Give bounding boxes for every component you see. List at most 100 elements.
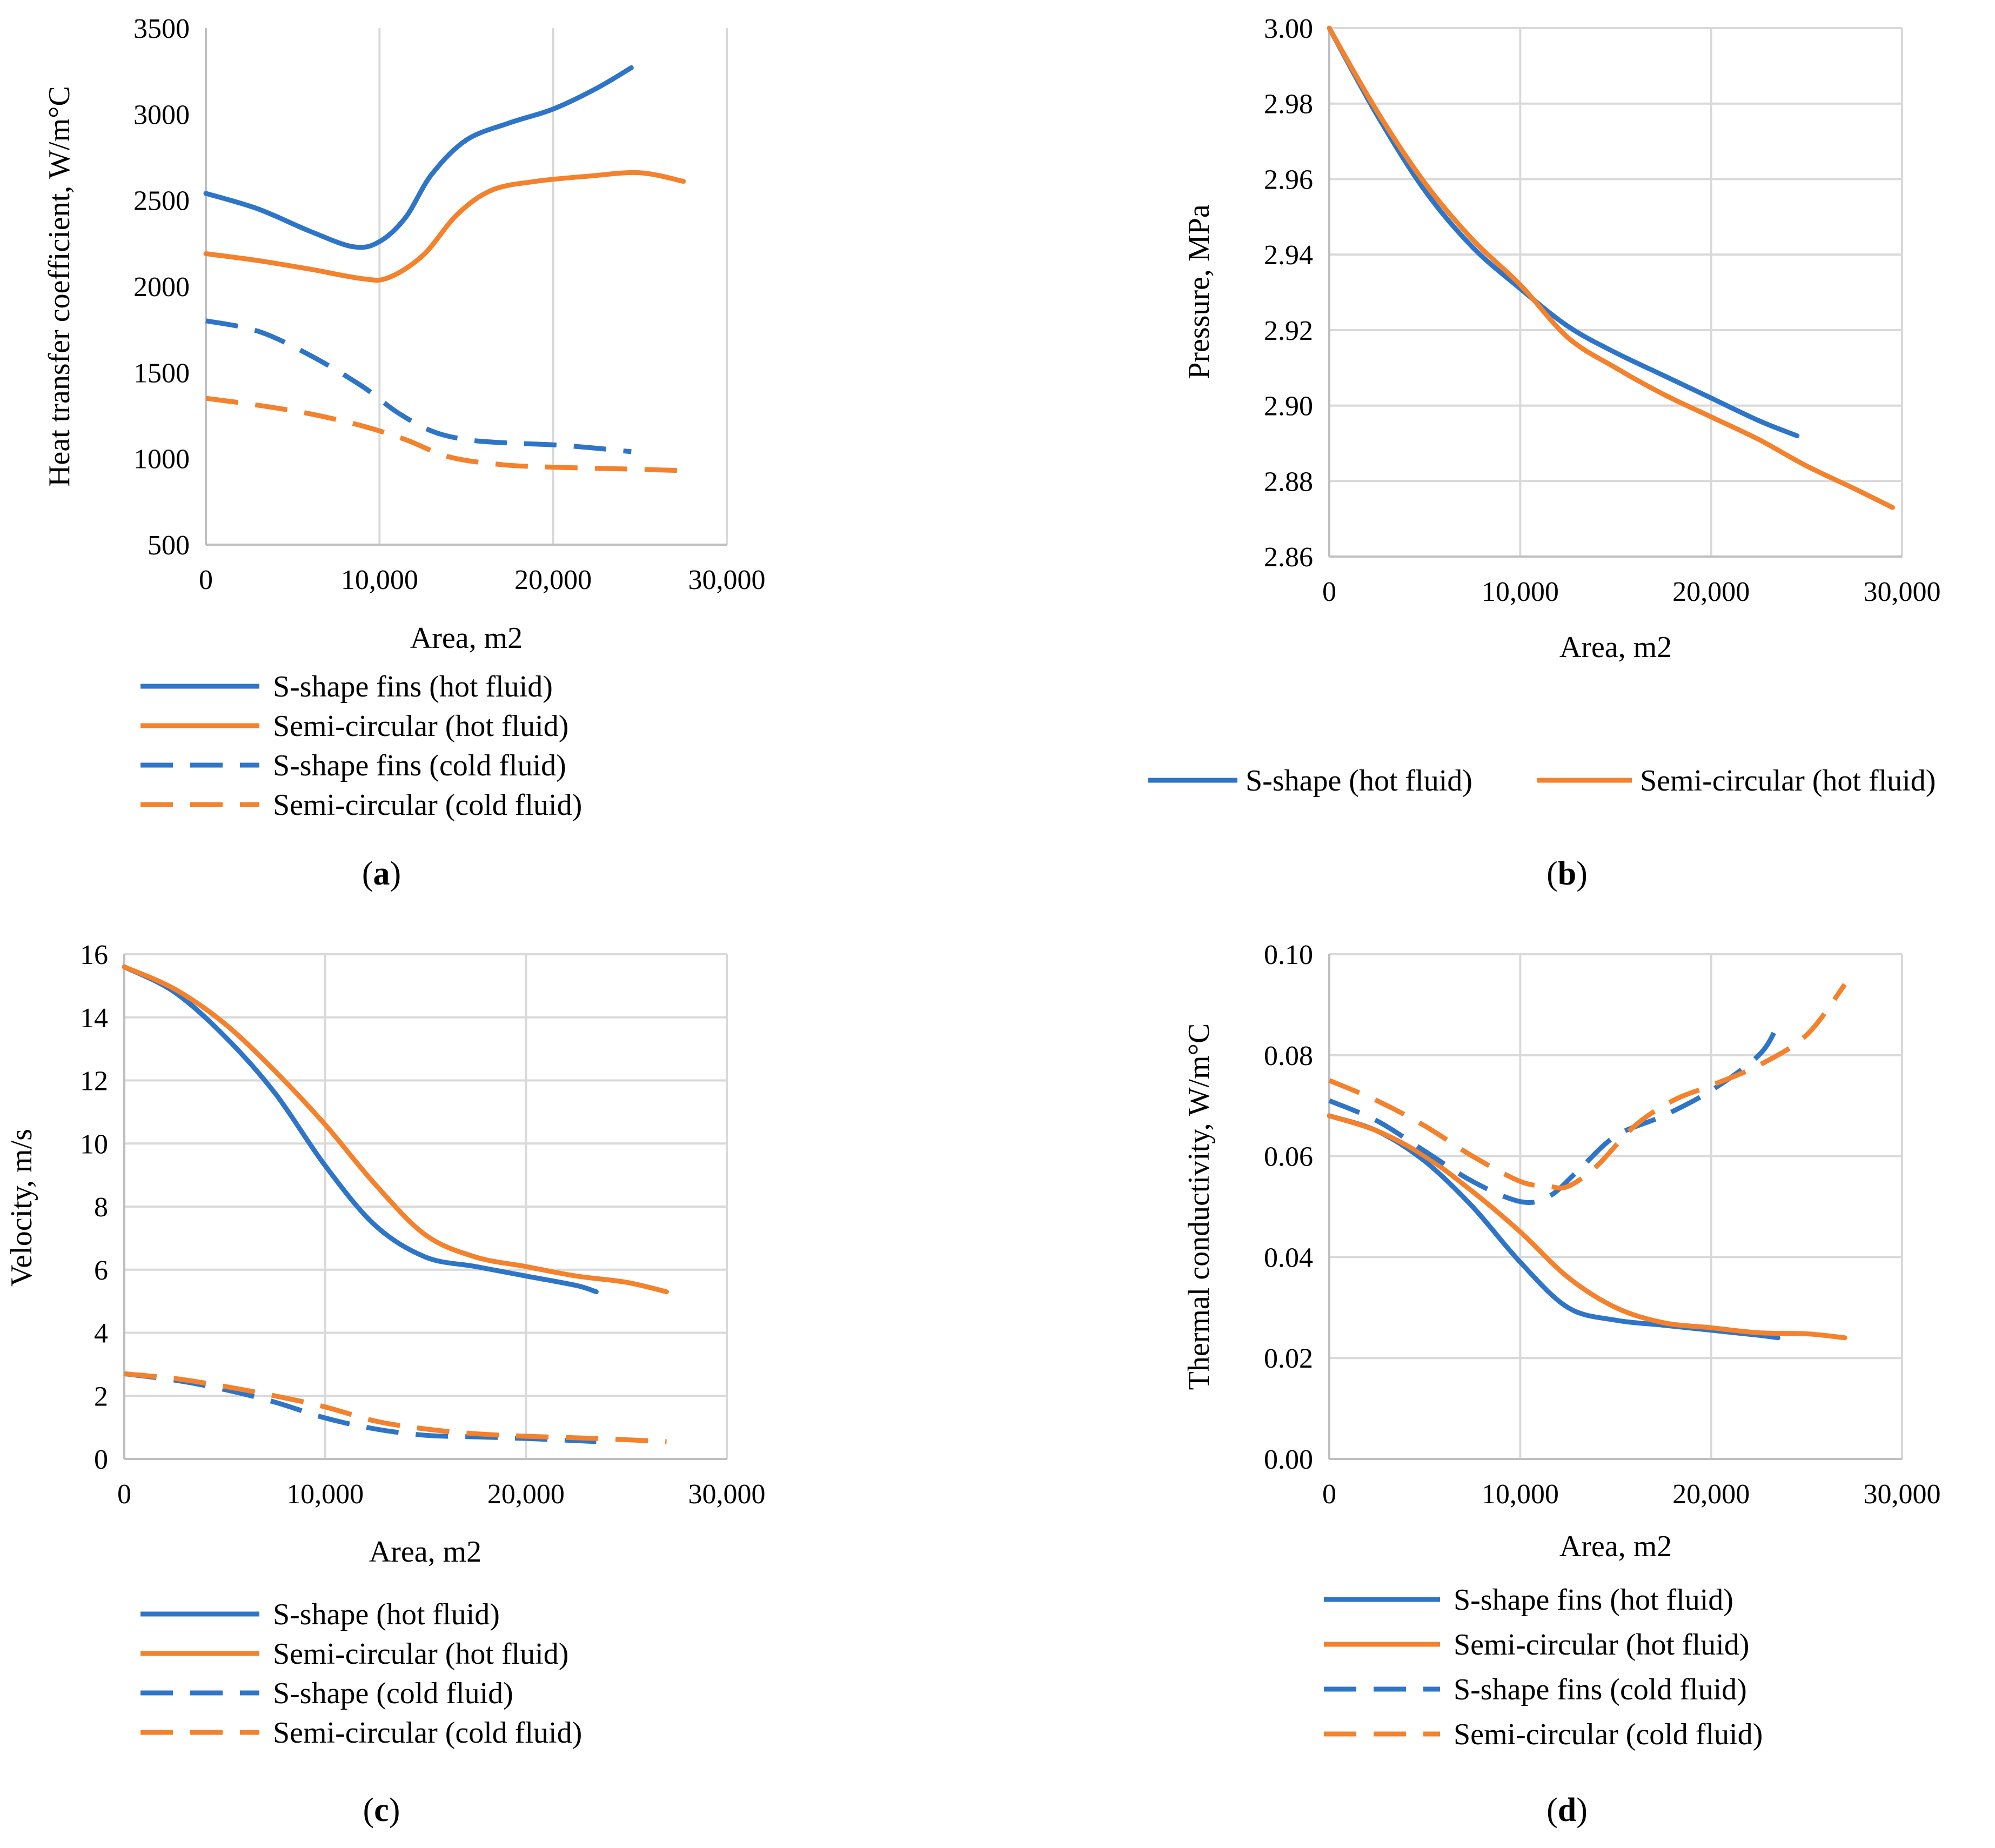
legend-label: Semi-circular (cold fluid) — [273, 1716, 582, 1750]
y-tick-label: 0.00 — [1264, 1444, 1313, 1475]
y-tick-label: 8 — [94, 1192, 108, 1223]
series-line — [205, 396, 684, 473]
y-tick-label: 2.86 — [1264, 542, 1313, 573]
series-line — [124, 1371, 667, 1444]
series-line — [203, 65, 634, 250]
series-line — [1327, 1113, 1847, 1341]
y-axis-title: Pressure, MPa — [1182, 204, 1216, 379]
legend-label: Semi-circular (cold fluid) — [1454, 1718, 1763, 1751]
legend-label: S-shape fins (cold fluid) — [273, 749, 566, 782]
series-line — [1328, 983, 1847, 1191]
x-tick-label: 0 — [117, 1479, 131, 1510]
caption-letter: a — [373, 855, 390, 892]
y-axis-title: Velocity, m/s — [5, 1129, 38, 1287]
series-line — [205, 318, 632, 454]
chart-panel-a: 0 10,000 20,000 30,000 500 1000 1500 2000 2500 30… — [43, 14, 766, 892]
y-tick-label: 1000 — [133, 444, 190, 475]
y-tick-label: 2.98 — [1264, 89, 1313, 120]
caption-paren: ) — [389, 1792, 400, 1829]
panel-caption: (b) — [1547, 855, 1588, 892]
caption-paren: ( — [363, 1792, 374, 1829]
series-line — [122, 964, 669, 1295]
x-axis-title: Area, m2 — [410, 621, 523, 655]
y-tick-label: 6 — [94, 1255, 108, 1286]
y-tick-label: 3500 — [133, 14, 190, 44]
legend: S-shape fins (hot fluid) Semi-circular (h… — [140, 670, 582, 822]
y-tick-label: 0.04 — [1264, 1242, 1313, 1273]
legend-label: Semi-circular (hot fluid) — [1454, 1628, 1749, 1662]
caption-letter: d — [1558, 1792, 1576, 1829]
legend-label: Semi-circular (hot fluid) — [1640, 764, 1936, 798]
caption-paren: ( — [1547, 1792, 1558, 1829]
x-tick-label: 30,000 — [688, 565, 766, 595]
y-tick-label: 2.88 — [1264, 466, 1313, 497]
legend-label: Semi-circular (hot fluid) — [273, 709, 568, 743]
x-tick-label: 10,000 — [286, 1479, 364, 1510]
caption-paren: ) — [390, 855, 401, 892]
y-tick-label: 2.90 — [1264, 391, 1313, 422]
y-tick-label: 2.94 — [1264, 240, 1313, 271]
x-tick-label: 0 — [199, 565, 213, 595]
legend-label: S-shape fins (hot fluid) — [1454, 1583, 1733, 1617]
y-tick-label: 2.92 — [1264, 316, 1313, 346]
series-line — [1327, 25, 1895, 510]
y-tick-label: 0 — [94, 1444, 108, 1475]
caption-paren: ) — [1576, 855, 1588, 892]
x-tick-label: 30,000 — [1864, 577, 1941, 607]
y-tick-label: 2500 — [133, 186, 190, 217]
legend-label: Semi-circular (cold fluid) — [273, 788, 582, 822]
y-tick-label: 2000 — [133, 272, 190, 303]
y-tick-label: 4 — [94, 1318, 108, 1349]
chart-panel-b: 0 10,000 20,000 30,000 2.86 2.88 2.90 2.92 2.94 2… — [1148, 14, 1941, 892]
y-tick-label: 2.96 — [1264, 164, 1313, 195]
caption-paren: ( — [362, 855, 373, 892]
x-tick-label: 20,000 — [487, 1479, 565, 1510]
legend-label: S-shape fins (hot fluid) — [273, 670, 553, 704]
x-tick-label: 10,000 — [1482, 577, 1559, 607]
x-axis-title: Area, m2 — [1559, 1530, 1672, 1563]
x-tick-label: 30,000 — [688, 1479, 766, 1510]
x-tick-label: 10,000 — [341, 565, 418, 595]
caption-letter: c — [374, 1792, 389, 1829]
y-tick-label: 0.06 — [1264, 1142, 1313, 1173]
series-line — [203, 170, 686, 283]
y-tick-label: 0.02 — [1264, 1343, 1313, 1374]
caption-paren: ( — [1547, 855, 1558, 892]
legend-label: Semi-circular (hot fluid) — [273, 1637, 568, 1671]
x-tick-label: 10,000 — [1482, 1479, 1559, 1510]
legend-label: S-shape (cold fluid) — [273, 1677, 513, 1710]
x-tick-label: 0 — [1322, 1479, 1336, 1510]
y-tick-label: 3000 — [133, 99, 190, 130]
caption-letter: b — [1558, 855, 1576, 892]
y-tick-label: 14 — [80, 1003, 108, 1034]
panel-caption: (a) — [362, 855, 401, 892]
series-line — [1328, 1023, 1780, 1205]
y-tick-label: 1500 — [133, 358, 190, 389]
y-tick-label: 2 — [94, 1381, 108, 1412]
y-tick-label: 12 — [80, 1066, 108, 1097]
x-tick-label: 0 — [1322, 577, 1336, 607]
legend: S-shape (hot fluid) Semi-circular (hot fl… — [1148, 764, 1936, 798]
y-tick-label: 500 — [148, 530, 190, 561]
caption-paren: ) — [1576, 1792, 1588, 1829]
x-tick-label: 20,000 — [1672, 1479, 1750, 1510]
y-tick-label: 16 — [80, 940, 108, 970]
panel-caption: (d) — [1547, 1792, 1588, 1829]
chart-panel-c: 0 10,000 20,000 30,000 0 2 4 6 8 10 12 14 16 Area, m2… — [5, 940, 766, 1829]
legend-label: S-shape (hot fluid) — [1246, 764, 1472, 798]
legend: S-shape fins (hot fluid) Semi-circular (h… — [1324, 1583, 1763, 1751]
y-axis-title: Heat transfer coefficient, W/m°C — [43, 86, 76, 487]
x-axis-title: Area, m2 — [369, 1535, 481, 1569]
legend-label: S-shape (hot fluid) — [273, 1598, 500, 1631]
y-tick-label: 10 — [80, 1129, 108, 1160]
x-tick-label: 30,000 — [1864, 1479, 1941, 1510]
chart-panel-d: 0 10,000 20,000 30,000 0.00 0.02 0.04 0.06 0.08 0… — [1182, 940, 1941, 1829]
y-tick-label: 0.08 — [1264, 1041, 1313, 1072]
series-line — [1327, 1113, 1780, 1341]
y-tick-label: 3.00 — [1264, 14, 1313, 44]
legend: S-shape (hot fluid) Semi-circular (hot fl… — [140, 1598, 582, 1750]
x-tick-label: 20,000 — [1672, 577, 1750, 607]
series-line — [1327, 25, 1800, 438]
x-axis-title: Area, m2 — [1559, 631, 1672, 664]
